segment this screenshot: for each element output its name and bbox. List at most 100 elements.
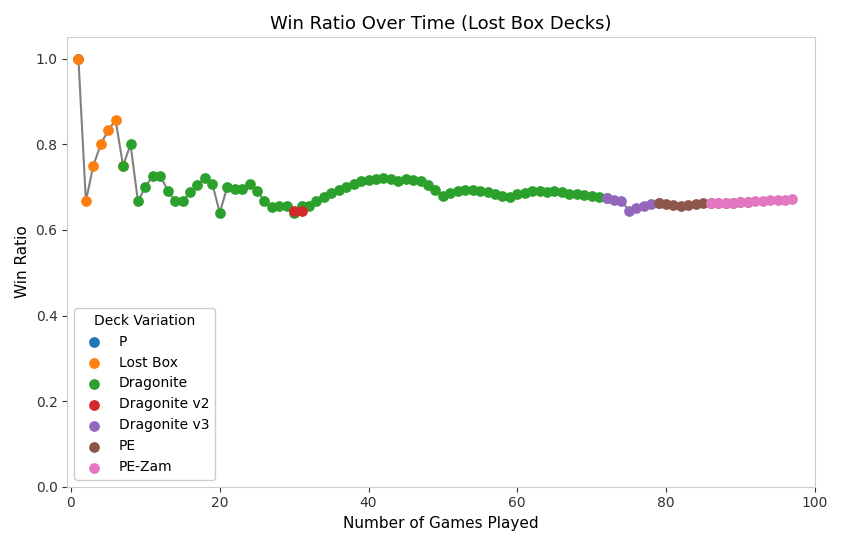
- Legend: P, Lost Box, Dragonite, Dragonite v2, Dragonite v3, PE, PE-Zam: P, Lost Box, Dragonite, Dragonite v2, Dr…: [74, 308, 215, 480]
- Dragonite: [340, 183, 353, 192]
- Dragonite v3: [600, 193, 614, 202]
- PE-Zam: [786, 195, 799, 204]
- Dragonite v3: [637, 201, 651, 210]
- Dragonite: [258, 197, 271, 206]
- Dragonite: [600, 193, 614, 202]
- Lost Box: [79, 197, 93, 206]
- Dragonite: [556, 188, 569, 197]
- Dragonite: [169, 197, 182, 206]
- PE: [727, 198, 740, 207]
- PE: [652, 199, 665, 207]
- Dragonite: [429, 186, 443, 194]
- Lost Box: [94, 140, 108, 149]
- Dragonite: [422, 180, 435, 189]
- Dragonite: [332, 185, 346, 194]
- Dragonite: [562, 189, 576, 198]
- Dragonite: [243, 179, 256, 188]
- Dragonite: [183, 188, 196, 197]
- Dragonite v2: [287, 206, 301, 215]
- X-axis label: Number of Games Played: Number of Games Played: [343, 516, 539, 531]
- PE-Zam: [771, 195, 784, 204]
- Dragonite: [362, 175, 375, 184]
- Dragonite: [436, 191, 449, 200]
- Dragonite: [287, 209, 301, 217]
- PE-Zam: [711, 199, 725, 207]
- Dragonite: [593, 193, 606, 201]
- Dragonite: [132, 197, 145, 206]
- Dragonite: [235, 185, 249, 193]
- PE: [659, 199, 673, 208]
- Dragonite: [369, 174, 383, 183]
- Dragonite: [116, 162, 130, 170]
- PE: [674, 201, 688, 210]
- Dragonite: [525, 187, 539, 196]
- Dragonite: [146, 171, 159, 180]
- Dragonite: [250, 186, 264, 195]
- Dragonite: [399, 175, 412, 184]
- PE: [689, 200, 702, 209]
- Dragonite: [570, 190, 583, 199]
- Dragonite: [391, 177, 405, 186]
- Dragonite: [191, 180, 204, 189]
- Dragonite v3: [622, 206, 636, 215]
- Dragonite: [503, 193, 517, 201]
- Dragonite: [496, 191, 509, 200]
- Dragonite: [518, 188, 531, 197]
- Lost Box: [87, 162, 100, 170]
- P: [72, 55, 85, 63]
- PE-Zam: [778, 195, 792, 204]
- PE-Zam: [764, 196, 777, 205]
- PE-Zam: [727, 199, 740, 207]
- Dragonite: [451, 187, 464, 196]
- Dragonite: [295, 202, 309, 211]
- PE: [719, 198, 733, 207]
- Lost Box: [72, 55, 85, 63]
- Dragonite v3: [652, 199, 665, 207]
- PE: [741, 197, 754, 206]
- Dragonite: [406, 175, 420, 184]
- PE-Zam: [756, 197, 770, 205]
- Dragonite: [488, 189, 502, 198]
- Dragonite: [459, 186, 472, 194]
- PE-Zam: [733, 198, 747, 206]
- Dragonite: [303, 201, 316, 210]
- Dragonite: [272, 202, 286, 211]
- Dragonite: [265, 203, 278, 212]
- Dragonite: [161, 186, 175, 195]
- Dragonite: [577, 191, 591, 200]
- Dragonite: [540, 188, 554, 197]
- Dragonite: [377, 173, 390, 182]
- Dragonite v2: [295, 206, 309, 215]
- Y-axis label: Win Ratio: Win Ratio: [15, 225, 30, 299]
- Dragonite: [317, 193, 330, 202]
- Dragonite: [309, 197, 323, 206]
- Dragonite: [347, 180, 361, 188]
- Dragonite: [548, 186, 561, 195]
- PE-Zam: [749, 197, 762, 206]
- Title: Win Ratio Over Time (Lost Box Decks): Win Ratio Over Time (Lost Box Decks): [271, 15, 612, 33]
- Dragonite v3: [607, 195, 620, 204]
- Dragonite v3: [644, 200, 658, 209]
- Dragonite v3: [630, 204, 643, 212]
- PE: [667, 200, 680, 209]
- Dragonite: [511, 190, 524, 199]
- Lost Box: [109, 116, 122, 124]
- Dragonite: [206, 179, 219, 188]
- Lost Box: [116, 162, 130, 170]
- Lost Box: [101, 126, 115, 134]
- PE: [704, 199, 717, 207]
- Dragonite: [354, 177, 368, 186]
- Dragonite: [481, 188, 494, 197]
- Dragonite: [280, 202, 293, 211]
- Dragonite: [228, 185, 241, 193]
- Dragonite: [138, 183, 152, 192]
- Dragonite: [124, 140, 137, 149]
- Dragonite: [474, 187, 487, 196]
- PE-Zam: [719, 199, 733, 207]
- PE: [711, 198, 725, 207]
- Dragonite: [221, 183, 234, 192]
- Dragonite: [585, 191, 599, 200]
- Dragonite: [443, 189, 457, 198]
- Dragonite: [213, 209, 227, 217]
- Dragonite: [325, 189, 338, 198]
